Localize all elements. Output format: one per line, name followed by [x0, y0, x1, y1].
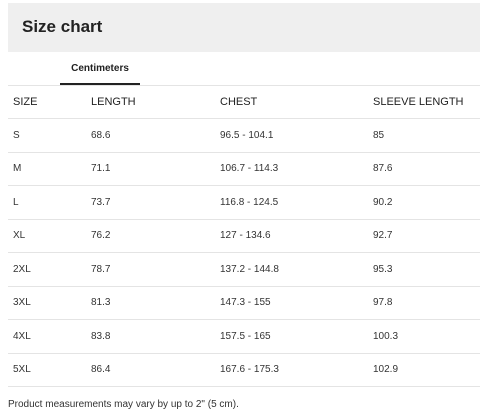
table-row: S 68.6 96.5 - 104.1 85 — [8, 118, 480, 153]
cell-length: 81.3 — [86, 286, 215, 320]
table-row: 5XL 86.4 167.6 - 175.3 102.9 — [8, 353, 480, 387]
table-row: 4XL 83.8 157.5 - 165 100.3 — [8, 319, 480, 354]
cell-size: L — [8, 185, 86, 220]
cell-chest: 106.7 - 114.3 — [215, 152, 368, 186]
cell-length: 76.2 — [86, 219, 215, 253]
size-table: SIZE LENGTH CHEST SLEEVE LENGTH S 68.6 9… — [8, 85, 480, 387]
cell-chest: 96.5 - 104.1 — [215, 118, 368, 153]
cell-sleeve-length: 95.3 — [368, 252, 480, 287]
table-row: 3XL 81.3 147.3 - 155 97.8 — [8, 286, 480, 320]
column-header-size: SIZE — [8, 85, 86, 119]
cell-chest: 147.3 - 155 — [215, 286, 368, 320]
cell-length: 83.8 — [86, 319, 215, 354]
cell-size: 5XL — [8, 353, 86, 387]
cell-chest: 127 - 134.6 — [215, 219, 368, 253]
cell-sleeve-length: 90.2 — [368, 185, 480, 220]
cell-length: 73.7 — [86, 185, 215, 220]
cell-size: M — [8, 152, 86, 186]
cell-length: 86.4 — [86, 353, 215, 387]
cell-sleeve-length: 97.8 — [368, 286, 480, 320]
column-header-length: LENGTH — [86, 85, 215, 119]
size-chart-header: Size chart — [8, 3, 480, 52]
tab-centimeters[interactable]: Centimeters — [60, 52, 140, 85]
table-row: XL 76.2 127 - 134.6 92.7 — [8, 219, 480, 253]
cell-chest: 157.5 - 165 — [215, 319, 368, 354]
cell-size: 4XL — [8, 319, 86, 354]
measurement-footnote: Product measurements may vary by up to 2… — [8, 399, 239, 410]
cell-sleeve-length: 85 — [368, 118, 480, 153]
column-header-chest: CHEST — [215, 85, 368, 119]
cell-sleeve-length: 100.3 — [368, 319, 480, 354]
cell-size: 3XL — [8, 286, 86, 320]
cell-sleeve-length: 87.6 — [368, 152, 480, 186]
unit-tabs: Centimeters — [8, 52, 480, 85]
cell-sleeve-length: 92.7 — [368, 219, 480, 253]
cell-length: 78.7 — [86, 252, 215, 287]
cell-chest: 167.6 - 175.3 — [215, 353, 368, 387]
page-title: Size chart — [22, 17, 103, 36]
table-row: M 71.1 106.7 - 114.3 87.6 — [8, 152, 480, 186]
cell-chest: 137.2 - 144.8 — [215, 252, 368, 287]
cell-chest: 116.8 - 124.5 — [215, 185, 368, 220]
cell-sleeve-length: 102.9 — [368, 353, 480, 387]
table-row: L 73.7 116.8 - 124.5 90.2 — [8, 185, 480, 220]
cell-size: XL — [8, 219, 86, 253]
table-header-row: SIZE LENGTH CHEST SLEEVE LENGTH — [8, 85, 480, 119]
cell-size: S — [8, 118, 86, 153]
table-row: 2XL 78.7 137.2 - 144.8 95.3 — [8, 252, 480, 287]
cell-size: 2XL — [8, 252, 86, 287]
cell-length: 71.1 — [86, 152, 215, 186]
column-header-sleeve-length: SLEEVE LENGTH — [368, 85, 480, 119]
cell-length: 68.6 — [86, 118, 215, 153]
